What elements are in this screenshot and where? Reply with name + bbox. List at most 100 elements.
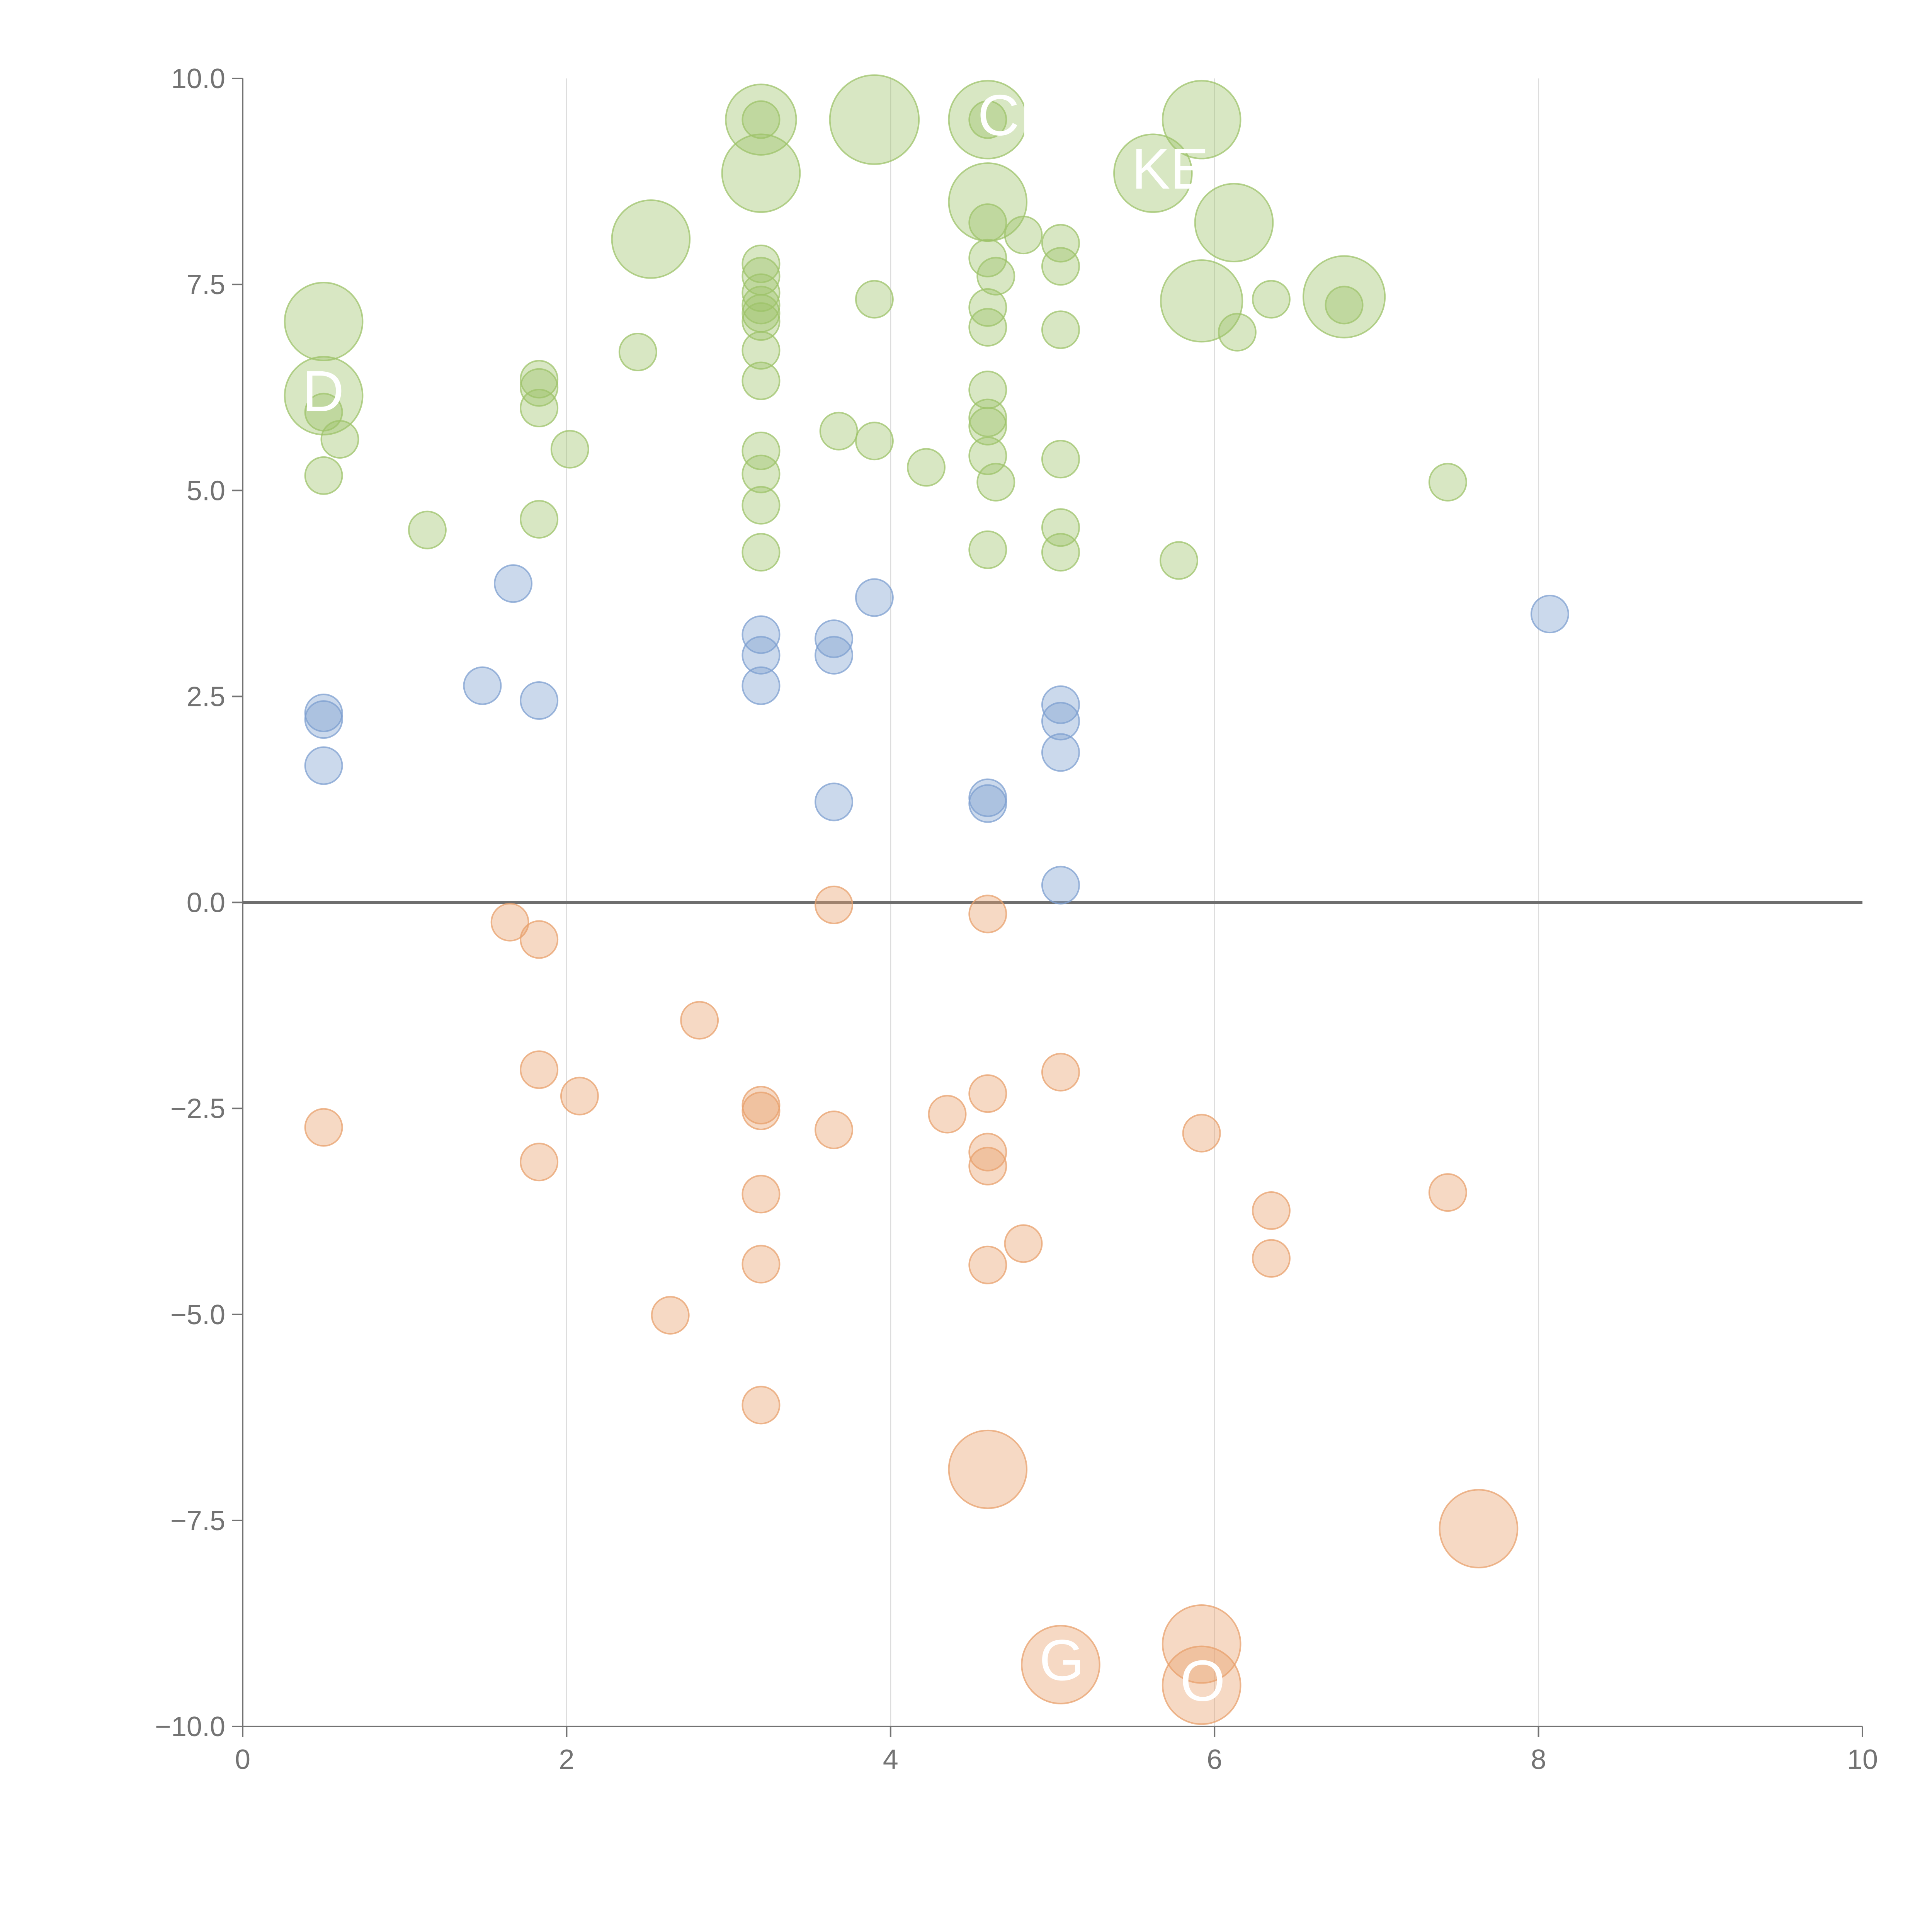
data-point-high [742, 100, 781, 139]
data-point-mid [304, 746, 343, 785]
data-point-mid [742, 636, 781, 675]
data-point-mid [742, 615, 781, 654]
data-point-high [976, 463, 1015, 502]
data-point-mid [742, 666, 781, 705]
data-point-low [815, 885, 854, 924]
data-point-low [490, 903, 529, 942]
points-layer [284, 74, 1569, 1725]
x-tick-label: 10 [1847, 1744, 1878, 1775]
data-point-low [742, 1245, 781, 1284]
data-point-mid [304, 700, 343, 739]
data-point-high [284, 282, 364, 361]
data-point-high [907, 448, 946, 487]
x-tick-label: 4 [883, 1744, 898, 1775]
point-label: G [1039, 1628, 1085, 1692]
data-point-high [855, 280, 894, 319]
data-point-mid [815, 782, 854, 821]
data-point-high [742, 486, 781, 525]
data-point-high [742, 361, 781, 400]
data-point-low [1004, 1224, 1043, 1263]
data-point-low [1041, 1053, 1080, 1092]
y-tick-label: −10.0 [155, 1711, 225, 1742]
data-point-high [1113, 133, 1193, 213]
data-point-mid [968, 784, 1007, 823]
data-point-low [304, 1108, 343, 1147]
data-point-mid [1530, 595, 1569, 634]
data-point-high [408, 510, 447, 549]
data-point-high [968, 436, 1007, 475]
data-point-high [721, 133, 801, 213]
data-point-low [520, 920, 559, 959]
data-point-low [1162, 1645, 1242, 1725]
data-point-low [968, 1074, 1007, 1113]
point-label: KE [1131, 136, 1209, 201]
data-point-high [284, 356, 364, 435]
data-point-high [742, 302, 781, 341]
data-point-high [1041, 224, 1080, 263]
data-point-high [1041, 310, 1080, 349]
data-point-mid [520, 681, 559, 720]
data-point-low [742, 1386, 781, 1425]
data-point-low [742, 1092, 781, 1131]
data-point-high [1041, 247, 1080, 286]
point-label: CK [978, 83, 1058, 148]
data-point-low [520, 1143, 559, 1182]
data-point-high [1159, 541, 1198, 580]
data-point-low [928, 1095, 967, 1134]
x-tick-label: 0 [235, 1744, 250, 1775]
data-point-low [742, 1175, 781, 1214]
data-point-low [968, 1245, 1007, 1284]
data-point-low [968, 895, 1007, 934]
data-point-high [1252, 280, 1291, 319]
data-point-high [948, 80, 1028, 160]
data-point-high [1428, 463, 1467, 502]
data-point-high [520, 500, 559, 539]
data-point-high [829, 74, 920, 165]
data-point-high [968, 308, 1007, 347]
data-point-high [742, 244, 781, 283]
data-point-high [725, 83, 797, 156]
data-point-high [855, 422, 894, 461]
data-point-mid [1041, 733, 1080, 772]
data-point-high [520, 389, 559, 427]
data-point-low [680, 1001, 719, 1040]
data-point-low [520, 1050, 559, 1089]
data-point-high [520, 368, 559, 407]
data-point-high [968, 203, 1007, 242]
data-point-mid [1041, 685, 1080, 724]
data-point-low [560, 1077, 599, 1116]
point-label: D [302, 359, 344, 423]
data-point-high [968, 371, 1007, 410]
data-point-high [1004, 216, 1043, 255]
data-point-mid [463, 666, 502, 705]
data-point-high [742, 331, 781, 370]
data-point-high [742, 454, 781, 493]
y-tick-label: −5.0 [170, 1299, 225, 1330]
data-point-mid [1041, 866, 1080, 905]
data-point-low [651, 1296, 690, 1335]
data-point-high [819, 412, 858, 451]
data-point-mid [815, 619, 854, 658]
data-point-high [1162, 80, 1242, 160]
data-point-low [1428, 1173, 1467, 1212]
data-point-mid [968, 778, 1007, 817]
data-point-high [1218, 313, 1257, 352]
data-point-high [968, 398, 1007, 437]
data-point-high [1194, 183, 1274, 262]
point-label: O [1180, 1648, 1225, 1713]
data-point-high [550, 430, 589, 469]
data-point-high [1041, 440, 1080, 479]
data-point-low [1162, 1604, 1242, 1684]
data-point-high [520, 360, 559, 399]
data-point-high [968, 530, 1007, 569]
data-point-low [1439, 1489, 1519, 1568]
labels-layer: CK KE D G O [302, 83, 1225, 1713]
data-point-high [968, 100, 1007, 139]
data-point-low [1182, 1114, 1221, 1153]
x-tick-label: 2 [559, 1744, 574, 1775]
y-tick-label: −2.5 [170, 1094, 225, 1124]
data-point-low [1252, 1191, 1291, 1230]
data-point-high [742, 286, 781, 325]
x-tick-label: 8 [1531, 1744, 1546, 1775]
